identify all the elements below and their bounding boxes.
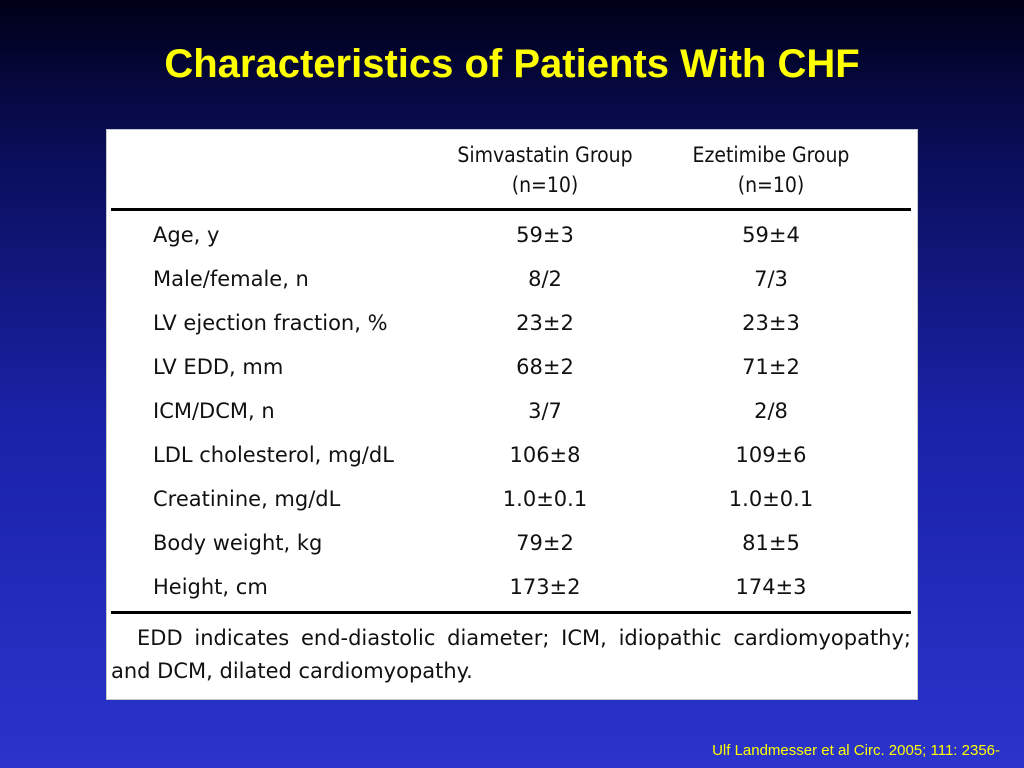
row-label: LV ejection fraction, %: [153, 311, 388, 335]
ezetimibe-value: 2/8: [754, 399, 788, 423]
ezetimibe-value: 23±3: [742, 311, 800, 335]
patient-characteristics-table: Simvastatin Group (n=10) Ezetimibe Group…: [106, 129, 918, 700]
simvastatin-value: 23±2: [516, 311, 574, 335]
row-label: Height, cm: [153, 575, 268, 599]
ezetimibe-value: 59±4: [742, 223, 800, 247]
ezetimibe-value: 81±5: [742, 531, 800, 555]
simvastatin-value: 8/2: [528, 267, 562, 291]
citation: Ulf Landmesser et al Circ. 2005; 111: 23…: [712, 742, 1000, 759]
table-footer-rule: [111, 611, 911, 614]
simvastatin-value: 59±3: [516, 223, 574, 247]
table-row: ICM/DCM, n 3/7 2/8: [107, 396, 917, 440]
simvastatin-value: 3/7: [528, 399, 562, 423]
ezetimibe-value: 71±2: [742, 355, 800, 379]
table-row: Body weight, kg 79±2 81±5: [107, 528, 917, 572]
simvastatin-value: 79±2: [516, 531, 574, 555]
row-label: Creatinine, mg/dL: [153, 487, 341, 511]
column-header-simvastatin-n: (n=10): [511, 173, 579, 197]
ezetimibe-value: 109±6: [735, 443, 807, 467]
slide-title: Characteristics of Patients With CHF: [164, 42, 860, 86]
table-row: LV ejection fraction, % 23±2 23±3: [107, 308, 917, 352]
row-label: Age, y: [153, 223, 220, 247]
ezetimibe-value: 7/3: [754, 267, 788, 291]
simvastatin-value: 1.0±0.1: [502, 487, 588, 511]
column-header-simvastatin: Simvastatin Group (n=10): [425, 140, 665, 200]
ezetimibe-value: 174±3: [735, 575, 807, 599]
table-header-rule: [111, 208, 911, 211]
table-row: Creatinine, mg/dL 1.0±0.1 1.0±0.1: [107, 484, 917, 528]
column-header-ezetimibe-name: Ezetimibe Group: [692, 143, 850, 167]
simvastatin-value: 106±8: [509, 443, 581, 467]
table-footnote: EDD indicates end-diastolic diameter; IC…: [111, 626, 911, 683]
row-label: Male/female, n: [153, 267, 309, 291]
table-row: Age, y 59±3 59±4: [107, 220, 917, 264]
table-row: LV EDD, mm 68±2 71±2: [107, 352, 917, 396]
row-label: ICM/DCM, n: [153, 399, 275, 423]
column-header-ezetimibe-n: (n=10): [737, 173, 805, 197]
table-row: LDL cholesterol, mg/dL 106±8 109±6: [107, 440, 917, 484]
row-label: LDL cholesterol, mg/dL: [153, 443, 394, 467]
row-label: LV EDD, mm: [153, 355, 284, 379]
simvastatin-value: 68±2: [516, 355, 574, 379]
column-header-simvastatin-name: Simvastatin Group: [457, 143, 633, 167]
row-label: Body weight, kg: [153, 531, 323, 555]
simvastatin-value: 173±2: [509, 575, 581, 599]
column-header-ezetimibe: Ezetimibe Group (n=10): [651, 140, 891, 200]
table-row: Height, cm 173±2 174±3: [107, 572, 917, 616]
table-row: Male/female, n 8/2 7/3: [107, 264, 917, 308]
ezetimibe-value: 1.0±0.1: [728, 487, 814, 511]
